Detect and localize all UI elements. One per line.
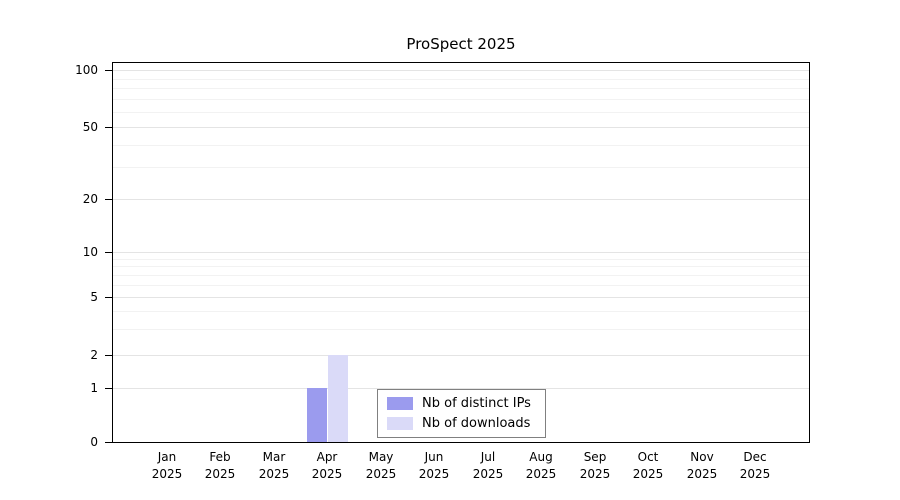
x-tick-year: 2025 [365,467,397,481]
y-tick-label: 0 [90,435,98,449]
x-tick-year: 2025 [686,467,718,481]
x-tick-label: Dec 2025 [725,449,785,483]
legend-swatch-distinct-ips [387,397,413,410]
y-minor-gridline [113,275,809,276]
x-tick-year: 2025 [418,467,450,481]
x-tick-label: Oct 2025 [618,449,678,483]
plot-area [112,62,810,443]
x-tick-label: Mar 2025 [244,449,304,483]
y-major-gridline [113,127,809,128]
x-tick-year: 2025 [258,467,290,481]
y-tick-mark [105,252,112,253]
x-tick-label: Sep 2025 [565,449,625,483]
y-tick-label: 100 [75,63,98,77]
x-tick-year: 2025 [311,467,343,481]
y-minor-gridline [113,167,809,168]
x-tick-label: Apr 2025 [297,449,357,483]
x-tick-month: May [368,450,394,464]
y-major-gridline [113,355,809,356]
y-major-gridline [113,199,809,200]
y-minor-gridline [113,88,809,89]
bar-nb-of-distinct-ips [307,388,327,442]
bar-nb-of-downloads [328,355,348,442]
y-major-gridline [113,70,809,71]
legend-label-distinct-ips: Nb of distinct IPs [422,396,531,411]
x-tick-year: 2025 [204,467,236,481]
legend-label-downloads: Nb of downloads [422,416,531,431]
legend: Nb of distinct IPs Nb of downloads [377,389,546,438]
y-tick-mark [105,388,112,389]
y-tick-mark [105,127,112,128]
x-tick-year: 2025 [632,467,664,481]
y-major-gridline [113,297,809,298]
y-tick-label: 1 [90,381,98,395]
x-tick-label: Nov 2025 [672,449,732,483]
legend-item-distinct-ips: Nb of distinct IPs [387,396,531,411]
y-minor-gridline [113,145,809,146]
x-tick-month: Feb [209,450,231,464]
y-tick-mark [105,355,112,356]
y-tick-label: 50 [82,120,98,134]
x-tick-year: 2025 [525,467,557,481]
y-tick-mark [105,297,112,298]
x-tick-year: 2025 [739,467,771,481]
x-tick-label: Jul 2025 [458,449,518,483]
x-tick-month: Jun [424,450,444,464]
y-tick-label: 2 [90,348,98,362]
x-tick-month: Mar [262,450,286,464]
y-minor-gridline [113,311,809,312]
legend-swatch-downloads [387,417,413,430]
x-tick-year: 2025 [579,467,611,481]
y-minor-gridline [113,329,809,330]
y-minor-gridline [113,79,809,80]
y-major-gridline [113,252,809,253]
x-tick-label: Jan 2025 [137,449,197,483]
x-tick-label: May 2025 [351,449,411,483]
y-minor-gridline [113,112,809,113]
y-minor-gridline [113,99,809,100]
x-tick-year: 2025 [472,467,504,481]
x-tick-month: Nov [690,450,714,464]
y-major-gridline [113,388,809,389]
x-tick-month: Jan [157,450,177,464]
x-tick-label: Feb 2025 [190,449,250,483]
y-tick-mark [105,199,112,200]
x-tick-year: 2025 [151,467,183,481]
x-tick-month: Sep [583,450,607,464]
y-tick-mark [105,442,112,443]
legend-item-downloads: Nb of downloads [387,416,531,431]
y-minor-gridline [113,259,809,260]
y-tick-label: 10 [82,245,98,259]
y-tick-mark [105,70,112,71]
x-tick-month: Dec [743,450,767,464]
y-tick-label: 5 [90,290,98,304]
x-tick-month: Apr [316,450,338,464]
y-minor-gridline [113,266,809,267]
y-tick-label: 20 [82,192,98,206]
chart-title: ProSpect 2025 [406,35,516,53]
x-tick-label: Aug 2025 [511,449,571,483]
y-minor-gridline [113,285,809,286]
x-tick-month: Aug [529,450,553,464]
x-tick-label: Jun 2025 [404,449,464,483]
x-tick-month: Jul [480,450,496,464]
x-tick-month: Oct [637,450,659,464]
